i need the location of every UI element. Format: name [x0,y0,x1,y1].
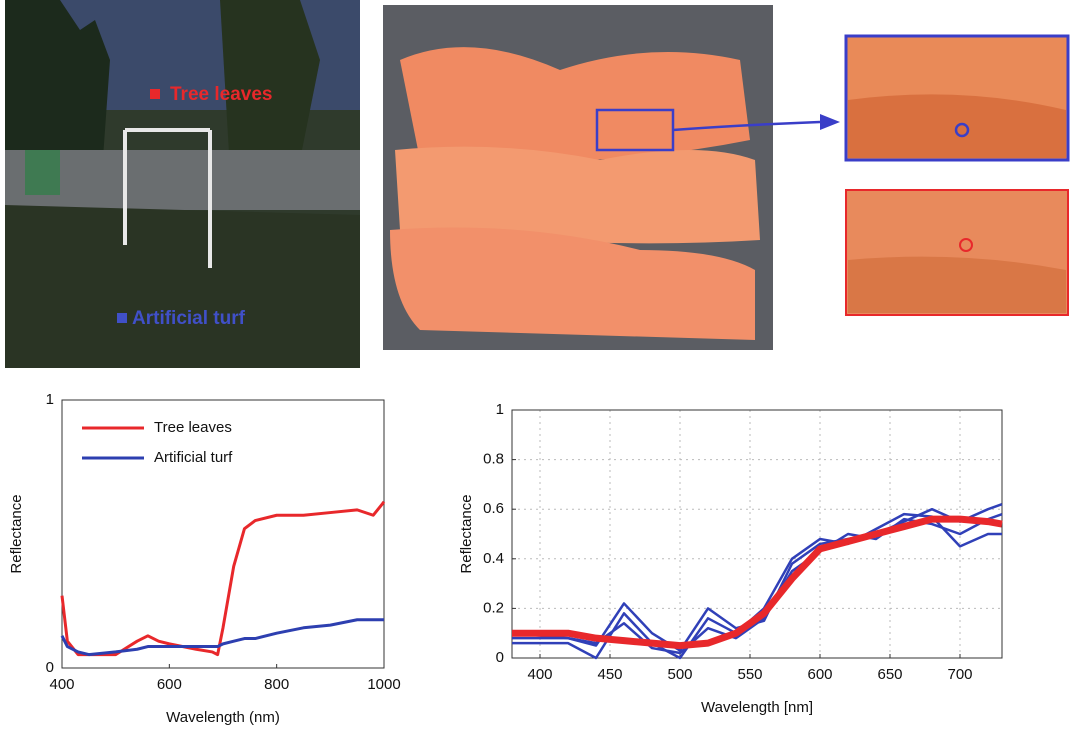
y-tick-label: 0.6 [483,500,504,517]
x-tick-label: 700 [947,666,972,683]
photo-label: Tree leaves [170,84,272,105]
data-line [512,519,1002,645]
data-line [512,504,1002,650]
y-tick-label: 0.4 [483,550,504,567]
y-tick-label: 0.2 [483,599,504,616]
x-axis-label: Wavelength [nm] [701,699,813,716]
x-tick-label: 1000 [367,676,400,693]
y-tick-label: 1 [496,401,504,418]
zoom-insets [846,36,1068,315]
x-tick-label: 400 [49,676,74,693]
field-photo: Tree leaves Artificial turf [5,0,360,368]
data-line [512,514,1002,653]
x-tick-label: 500 [667,666,692,683]
x-tick-label: 800 [264,676,289,693]
legend-label: Artificial turf [154,449,233,466]
figure: Tree leaves Artificial turf 400600800100… [0,0,1072,735]
y-tick-label: 0.8 [483,451,504,468]
x-tick-label: 600 [157,676,182,693]
y-axis-label: Reflectance [458,494,475,573]
x-tick-label: 550 [737,666,762,683]
x-axis-label: Wavelength (nm) [166,709,280,726]
photo-label: Artificial turf [132,308,246,329]
y-axis-label: Reflectance [8,494,25,573]
x-tick-label: 600 [807,666,832,683]
legend-label: Tree leaves [154,419,232,436]
x-tick-label: 400 [527,666,552,683]
y-tick-label: 0 [496,649,504,666]
data-line [62,502,384,655]
salmon-photo [383,5,840,350]
x-tick-label: 450 [597,666,622,683]
y-tick-label: 1 [46,391,54,408]
y-tick-label: 0 [46,659,54,676]
x-tick-label: 650 [877,666,902,683]
